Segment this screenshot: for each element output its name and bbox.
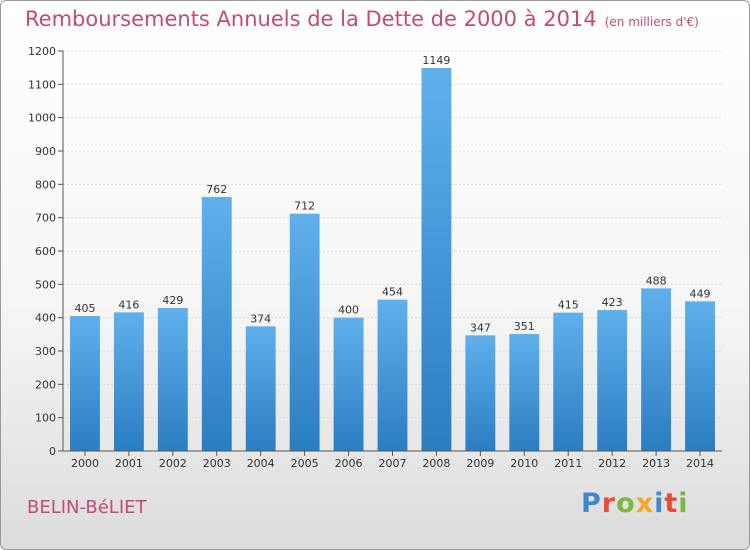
bar-2010[interactable] xyxy=(509,334,540,451)
y-tick-label: 700 xyxy=(35,212,56,225)
x-tick-label-2007: 2007 xyxy=(379,457,407,470)
bar-2008[interactable] xyxy=(421,68,452,451)
x-tick-label-2003: 2003 xyxy=(203,457,231,470)
value-label-2000: 405 xyxy=(74,302,95,315)
x-tick-label-2012: 2012 xyxy=(598,457,626,470)
y-tick-label: 300 xyxy=(35,345,56,358)
logo-letter: i xyxy=(678,488,689,519)
logo-letter: t xyxy=(664,488,679,519)
value-label-2014: 449 xyxy=(690,287,711,300)
y-tick-label: 1000 xyxy=(28,112,56,125)
bar-2014[interactable] xyxy=(685,301,715,451)
value-label-2003: 762 xyxy=(206,183,227,196)
y-tick-label: 600 xyxy=(35,245,56,258)
proxiti-logo[interactable]: Proxiti xyxy=(581,488,689,519)
y-tick-label: 400 xyxy=(35,312,56,325)
x-tick-label-2010: 2010 xyxy=(510,457,538,470)
y-tick-label: 0 xyxy=(49,445,56,458)
value-label-2011: 415 xyxy=(558,299,579,312)
bar-2004[interactable] xyxy=(245,326,276,451)
bar-2007[interactable] xyxy=(377,299,408,451)
chart-unit: (en milliers d'€) xyxy=(604,15,699,29)
x-tick-label-2008: 2008 xyxy=(422,457,450,470)
value-label-2005: 712 xyxy=(294,200,315,213)
value-label-2010: 351 xyxy=(514,320,535,333)
x-tick-label-2000: 2000 xyxy=(71,457,99,470)
value-label-2013: 488 xyxy=(646,274,667,287)
x-tick-label-2006: 2006 xyxy=(335,457,363,470)
bar-2012[interactable] xyxy=(597,310,628,451)
value-label-2007: 454 xyxy=(382,286,403,299)
x-tick-label-2009: 2009 xyxy=(466,457,494,470)
logo-letter: P xyxy=(581,488,602,519)
value-label-2001: 416 xyxy=(118,298,139,311)
y-tick-label: 500 xyxy=(35,278,56,291)
x-tick-label-2002: 2002 xyxy=(159,457,187,470)
bar-2005[interactable] xyxy=(289,213,320,451)
y-tick-label: 100 xyxy=(35,412,56,425)
x-tick-label-2013: 2013 xyxy=(642,457,670,470)
bar-2000[interactable] xyxy=(70,316,100,451)
bar-2003[interactable] xyxy=(201,197,232,451)
value-label-2012: 423 xyxy=(602,296,623,309)
y-tick-label: 1100 xyxy=(28,78,56,91)
value-label-2002: 429 xyxy=(162,294,183,307)
x-tick-label-2011: 2011 xyxy=(554,457,582,470)
city-name: BELIN-BéLIET xyxy=(27,497,147,518)
x-tick-label-2005: 2005 xyxy=(291,457,319,470)
x-tick-label-2014: 2014 xyxy=(686,457,714,470)
y-tick-label: 200 xyxy=(35,378,56,391)
value-label-2006: 400 xyxy=(338,304,359,317)
y-tick-label: 800 xyxy=(35,178,56,191)
logo-letter: o xyxy=(616,488,636,519)
logo-letter: r xyxy=(601,488,617,519)
value-label-2004: 374 xyxy=(250,312,271,325)
value-label-2008: 1149 xyxy=(422,54,450,67)
logo-letter: i xyxy=(654,488,665,519)
bar-2011[interactable] xyxy=(553,312,584,451)
logo-letter: x xyxy=(635,488,655,519)
y-tick-label: 1200 xyxy=(28,45,56,58)
chart-title: Remboursements Annuels de la Dette de 20… xyxy=(25,7,699,31)
bar-2006[interactable] xyxy=(333,317,364,451)
value-label-2009: 347 xyxy=(470,321,491,334)
x-tick-label-2004: 2004 xyxy=(247,457,275,470)
chart-title-text: Remboursements Annuels de la Dette de 20… xyxy=(25,7,597,31)
y-tick-label: 900 xyxy=(35,145,56,158)
bar-2001[interactable] xyxy=(113,312,144,451)
bar-2009[interactable] xyxy=(465,335,496,451)
bar-2013[interactable] xyxy=(641,288,672,451)
bar-2002[interactable] xyxy=(157,308,188,451)
x-tick-label-2001: 2001 xyxy=(115,457,143,470)
